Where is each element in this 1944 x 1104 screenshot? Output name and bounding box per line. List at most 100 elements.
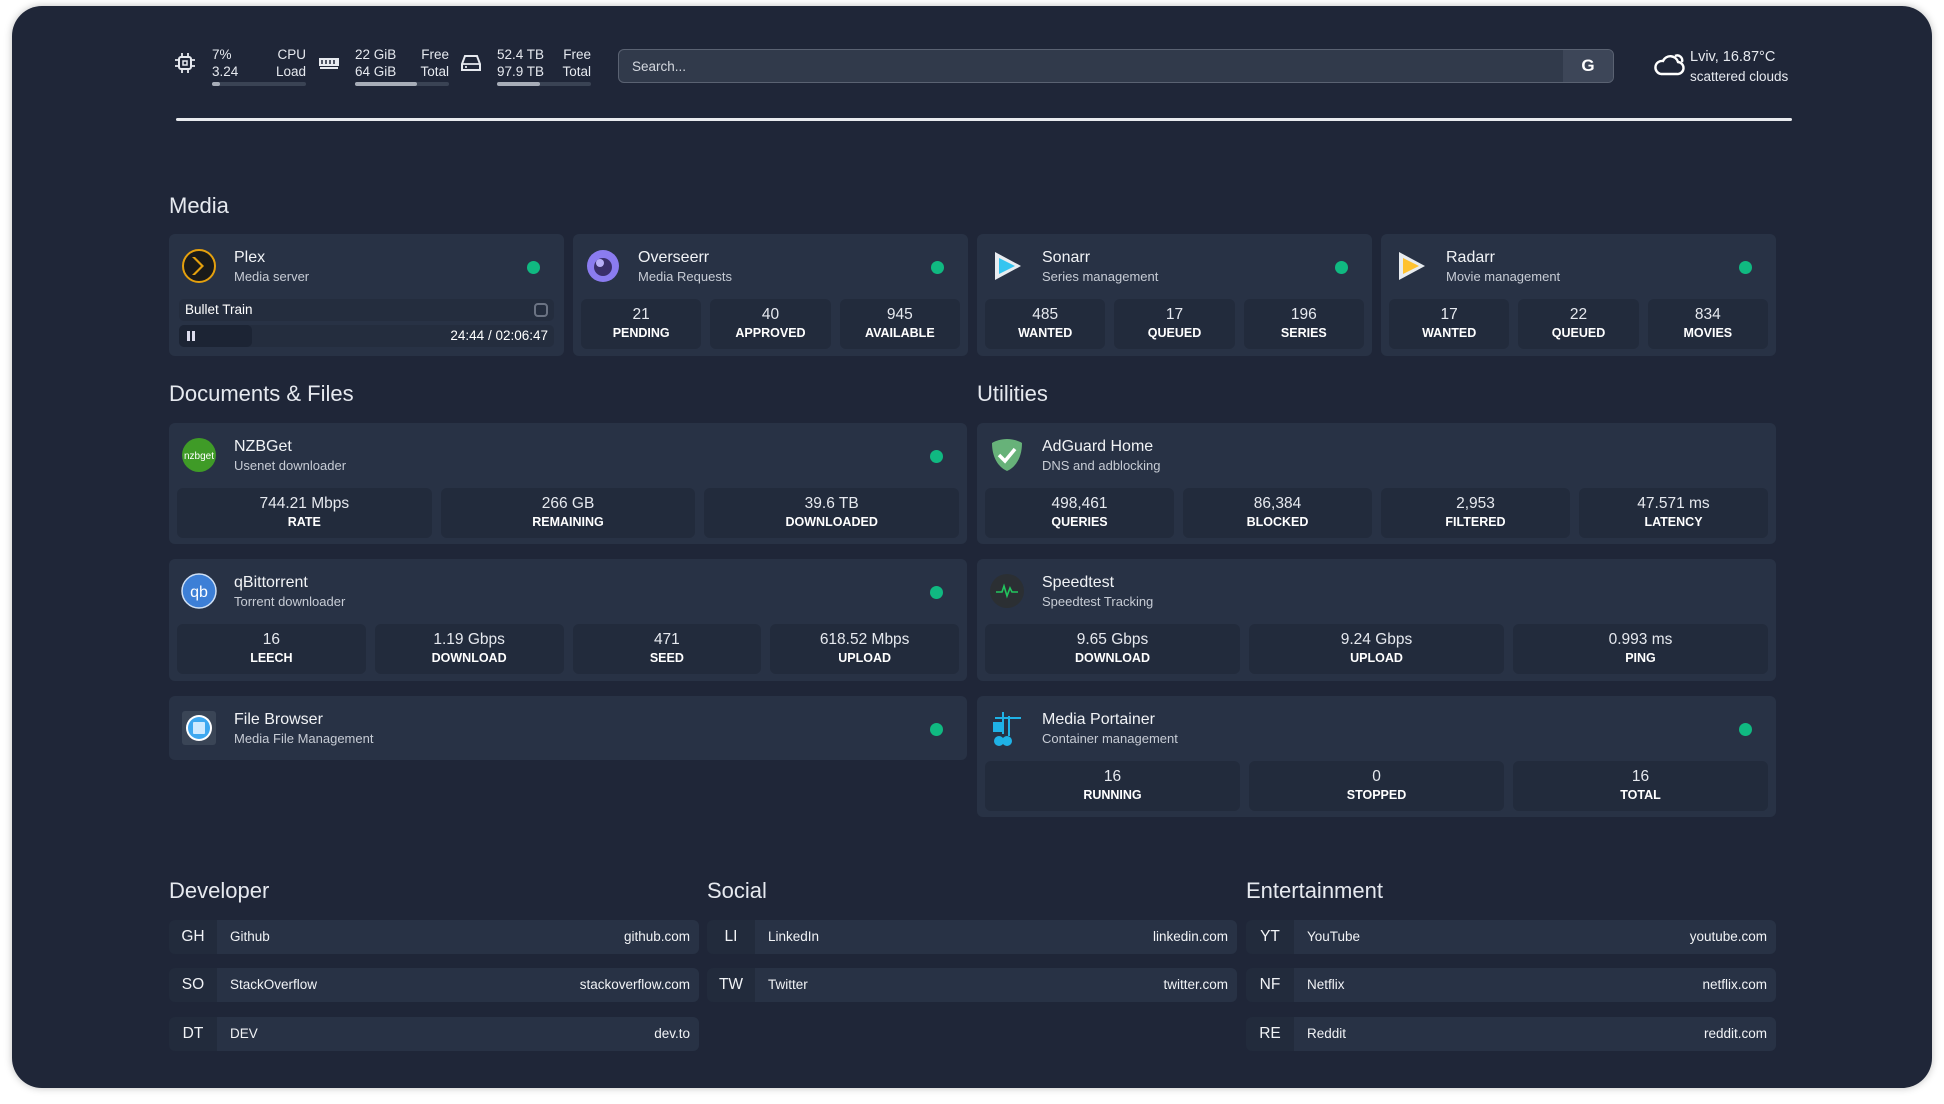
bookmark-name: Twitter <box>768 977 808 992</box>
service-name: File Browser <box>234 711 323 728</box>
bookmark-linkedin[interactable]: LI LinkedIn linkedin.com <box>707 920 1237 954</box>
stat-box: 498,461 QUERIES <box>985 488 1174 538</box>
bookmark-link[interactable]: Reddit reddit.com <box>1294 1017 1776 1051</box>
service-card-radarr[interactable]: Radarr Movie management 17 WANTED 22 QUEUED 83… <box>1381 234 1776 356</box>
status-online-indicator <box>930 450 943 463</box>
stat-value: 485 <box>1032 306 1059 323</box>
service-description: Media Requests <box>638 269 732 284</box>
service-description: DNS and adblocking <box>1042 458 1161 473</box>
stat-value: 39.6 TB <box>804 495 859 512</box>
bookmark-youtube[interactable]: YT YouTube youtube.com <box>1246 920 1776 954</box>
service-card-adguard-home[interactable]: AdGuard Home DNS and adblocking 498,461 QUE… <box>977 423 1776 544</box>
stat-value: 266 GB <box>541 495 595 512</box>
service-description: Container management <box>1042 731 1178 746</box>
service-card-media-portainer[interactable]: Media Portainer Container management 16 RUN… <box>977 696 1776 817</box>
bookmark-name: Reddit <box>1307 1026 1347 1041</box>
bookmark-stackoverflow[interactable]: SO StackOverflow stackoverflow.com <box>169 968 699 1002</box>
bookmark-github[interactable]: GH Github github.com <box>169 920 699 954</box>
stat-box: 9.65 Gbps DOWNLOAD <box>985 624 1240 674</box>
stat-value: 1.19 Gbps <box>433 631 505 648</box>
bookmark-abbreviation: GH <box>169 920 217 954</box>
cpu-usage-bar <box>212 82 306 86</box>
service-name: Media Portainer <box>1042 711 1155 728</box>
stat-label: BLOCKED <box>1246 515 1309 529</box>
cpu-label: CPU <box>277 47 306 62</box>
stat-box: 266 GB REMAINING <box>440 488 696 538</box>
playback-time: 24:44 / 02:06:47 <box>450 328 548 343</box>
adguard-icon <box>989 437 1025 473</box>
stat-label: REMAINING <box>532 515 604 529</box>
stat-box: 744.21 Mbps RATE <box>177 488 432 538</box>
stat-box: 86,384 BLOCKED <box>1183 488 1372 538</box>
stat-box: 21 PENDING <box>581 299 702 349</box>
service-card-overseerr[interactable]: Overseerr Media Requests 21 PENDING 40 APPROV… <box>573 234 968 356</box>
stat-value: 40 <box>761 306 780 323</box>
bookmark-link[interactable]: Netflix netflix.com <box>1294 968 1776 1002</box>
pause-icon[interactable] <box>187 331 195 341</box>
service-stats: 9.65 Gbps DOWNLOAD 9.24 Gbps UPLOAD 0.993 ms… <box>985 624 1768 674</box>
bookmark-netflix[interactable]: NF Netflix netflix.com <box>1246 968 1776 1002</box>
stat-box: 39.6 TB DOWNLOADED <box>704 488 960 538</box>
radarr-icon <box>1393 248 1429 284</box>
bookmark-reddit[interactable]: RE Reddit reddit.com <box>1246 1017 1776 1051</box>
bookmark-url: reddit.com <box>1703 1026 1767 1041</box>
stat-value: 22 <box>1569 306 1588 323</box>
stat-box: 17 WANTED <box>1389 299 1510 349</box>
free-label: Free <box>563 47 591 62</box>
bookmark-dev[interactable]: DT DEV dev.to <box>169 1017 699 1051</box>
service-card-plex[interactable]: Plex Media server Bullet Train 24:44 / 02:0… <box>169 234 564 356</box>
cpu-percent: 7% <box>212 47 232 62</box>
stat-label: TOTAL <box>1620 788 1661 802</box>
disk-total: 97.9 TB <box>497 64 545 79</box>
stat-label: SERIES <box>1280 326 1327 340</box>
bookmark-link[interactable]: DEV dev.to <box>217 1017 699 1051</box>
settings-icon[interactable] <box>534 303 548 317</box>
stat-label: QUEUED <box>1147 326 1202 340</box>
bookmark-link[interactable]: YouTube youtube.com <box>1294 920 1776 954</box>
stat-box: 22 QUEUED <box>1518 299 1639 349</box>
stat-label: QUEUED <box>1551 326 1606 340</box>
service-card-speedtest[interactable]: Speedtest Speedtest Tracking 9.65 Gbps DOWN… <box>977 559 1776 681</box>
total-label: Total <box>420 64 449 79</box>
stat-label: MOVIES <box>1683 326 1733 340</box>
google-search-button[interactable]: G <box>1563 50 1613 82</box>
stat-value: 498,461 <box>1051 495 1108 512</box>
playback-progress-bar[interactable]: 24:44 / 02:06:47 <box>179 325 554 347</box>
stat-box: 485 WANTED <box>985 299 1106 349</box>
stat-value: 196 <box>1290 306 1317 323</box>
stat-label: RATE <box>287 515 321 529</box>
free-label: Free <box>421 47 449 62</box>
stat-label: FILTERED <box>1445 515 1506 529</box>
bookmark-name: Github <box>230 929 270 944</box>
disk-usage-fill <box>497 82 541 86</box>
service-card-file-browser[interactable]: File Browser Media File Management <box>169 696 967 760</box>
now-playing-title-bar[interactable]: Bullet Train <box>179 299 554 321</box>
weather-condition: scattered clouds <box>1690 69 1789 84</box>
stat-value: 618.52 Mbps <box>819 631 910 648</box>
bookmark-link[interactable]: LinkedIn linkedin.com <box>755 920 1237 954</box>
search-input[interactable] <box>619 50 1559 82</box>
bookmark-name: StackOverflow <box>230 977 318 992</box>
section-heading-entertainment: Entertainment <box>1246 878 1383 903</box>
bookmark-name: LinkedIn <box>768 929 820 944</box>
bookmark-link[interactable]: StackOverflow stackoverflow.com <box>217 968 699 1002</box>
stat-box: 196 SERIES <box>1243 299 1364 349</box>
bookmark-link[interactable]: Github github.com <box>217 920 699 954</box>
stat-value: 945 <box>886 306 913 323</box>
service-card-sonarr[interactable]: Sonarr Series management 485 WANTED 17 QUEUED… <box>977 234 1372 356</box>
stat-label: SEED <box>649 651 684 665</box>
service-stats: 17 WANTED 22 QUEUED 834 MOVIES <box>1389 299 1768 349</box>
service-stats: 16 RUNNING 0 STOPPED 16 TOTAL <box>985 761 1768 811</box>
stat-value: 471 <box>653 631 680 648</box>
bookmark-link[interactable]: Twitter twitter.com <box>755 968 1237 1002</box>
service-name: Overseerr <box>638 249 710 266</box>
service-card-nzbget[interactable]: nzbget NZBGet Usenet downloader 744.21 Mbps… <box>169 423 967 544</box>
stat-box: 16 TOTAL <box>1513 761 1768 811</box>
sonarr-icon <box>989 248 1025 284</box>
stat-box: 40 APPROVED <box>710 299 831 349</box>
service-card-qbittorrent[interactable]: qb qBittorrent Torrent downloader 16 LEECH 1.… <box>169 559 967 681</box>
header-bar: 7% 3.24 CPU Load 22 GiB 64 GiB Free Total 52… <box>174 42 1794 92</box>
bookmark-twitter[interactable]: TW Twitter twitter.com <box>707 968 1237 1002</box>
stat-label: WANTED <box>1018 326 1073 340</box>
stat-value: 21 <box>632 306 650 323</box>
